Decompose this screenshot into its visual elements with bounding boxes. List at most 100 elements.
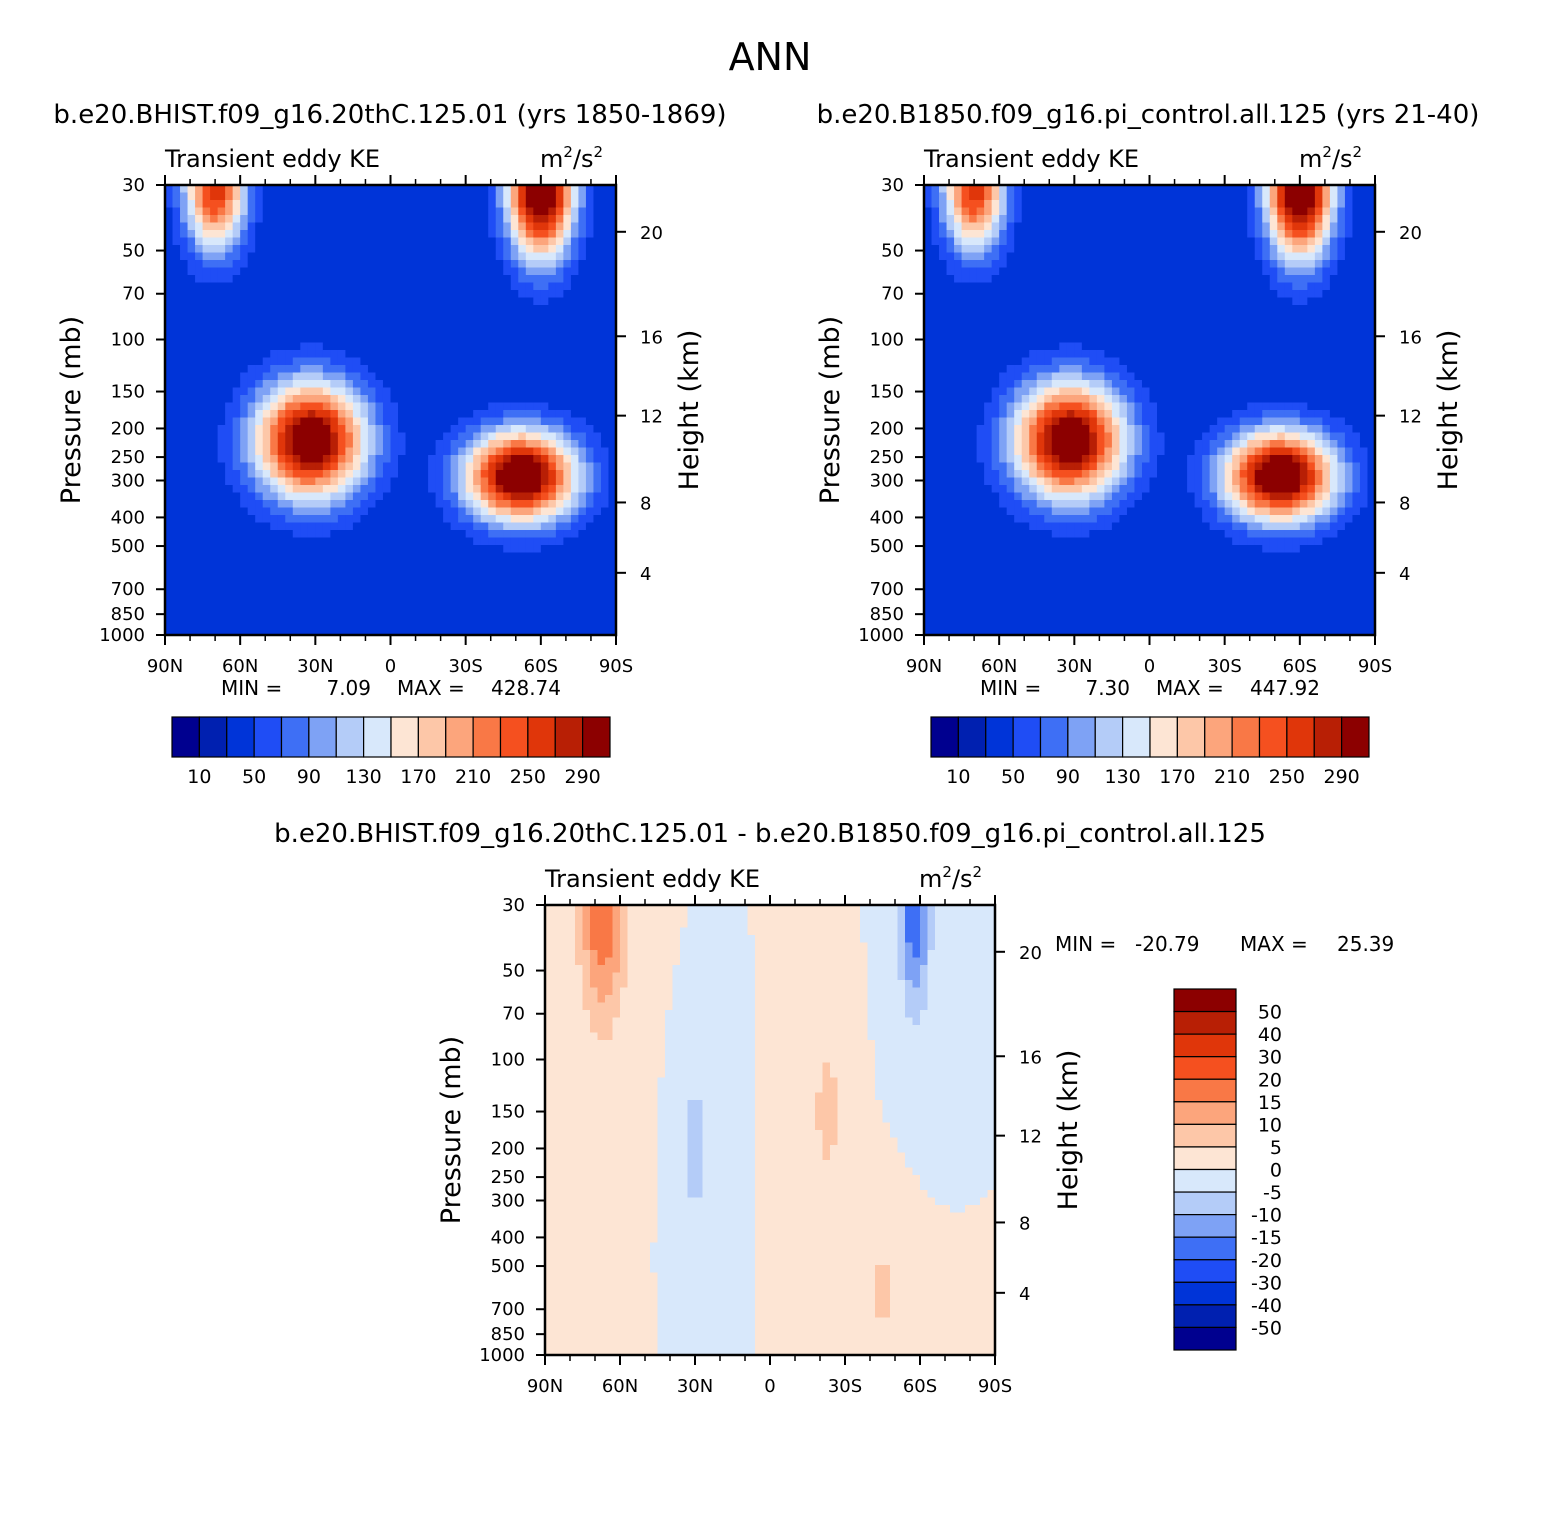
case1-field-cell: [225, 470, 234, 479]
case1-field-cell: [367, 432, 377, 441]
case2-field-cell: [954, 282, 963, 291]
case2-field-cell: [1104, 297, 1113, 306]
case1-field-cell: [488, 372, 497, 381]
case1-field-cell: [285, 455, 294, 464]
case1-field-cell: [262, 515, 271, 524]
case1-field-cell: [435, 252, 444, 261]
case2-field-cell: [1194, 252, 1203, 261]
case1-field-cell: [578, 245, 587, 254]
case2-field-cell: [1247, 297, 1256, 306]
case1-field-cell: [548, 192, 557, 201]
case1-field-cell: [495, 267, 504, 276]
case1-field-cell: [593, 507, 602, 516]
case2-field-cell: [1089, 207, 1098, 216]
case1-field-cell: [225, 567, 234, 576]
case1-field-cell: [465, 185, 474, 194]
case1-field-cell: [413, 395, 422, 404]
case1-field-cell: [525, 252, 534, 261]
case2-field-cell: [976, 245, 985, 254]
case1-field-cell: [480, 380, 489, 389]
case1-field-cell: [413, 515, 422, 524]
case1-field-cell: [382, 417, 392, 426]
case1-field-cell: [195, 485, 204, 494]
case1-field-cell: [413, 470, 422, 479]
case1-field-cell: [428, 237, 437, 246]
case1-field-cell: [217, 222, 226, 231]
case1-field-cell: [345, 387, 354, 396]
case1-field-cell: [585, 290, 595, 299]
case1-field-cell: [255, 470, 264, 479]
case2-field-cell: [1247, 230, 1256, 239]
case1-field-cell: [322, 282, 331, 291]
case1-field-cell: [285, 200, 294, 209]
case1-field-cell: [285, 605, 294, 614]
case1-field-cell: [548, 537, 557, 546]
case1-field-cell: [570, 320, 580, 329]
case1-field-cell: [360, 327, 369, 336]
case1-field-cell: [480, 462, 489, 471]
case2-field-cell: [946, 342, 955, 351]
case1-field-cell: [367, 410, 377, 419]
case1-field-cell: [548, 507, 557, 516]
case2-field-cell: [1322, 215, 1331, 224]
case1-field-cell: [585, 237, 595, 246]
case2-field-cell: [1232, 237, 1241, 246]
case1-field-cell: [420, 282, 429, 291]
case1-field-cell: [187, 275, 196, 284]
case1-field-cell: [405, 612, 414, 621]
case1-field-cell: [488, 537, 497, 546]
case1-field-cell: [563, 402, 572, 411]
case1-field-cell: [548, 357, 557, 366]
case2-field-cell: [1164, 215, 1173, 224]
case1-field-cell: [360, 530, 369, 539]
case1-field-cell: [390, 312, 399, 321]
case1-field-cell: [420, 305, 429, 314]
case2-field-cell: [1284, 327, 1293, 336]
case1-field-cell: [172, 200, 181, 209]
case2-field-cell: [1157, 282, 1166, 291]
case1-field-cell: [217, 500, 226, 509]
case2-field-cell: [1367, 312, 1376, 321]
case1-field-cell: [382, 335, 392, 344]
case1-field-cell: [165, 417, 174, 426]
case1-field-cell: [367, 597, 377, 606]
case1-field-cell: [360, 312, 369, 321]
case2-field-cell: [1284, 275, 1293, 284]
case1-field-cell: [322, 417, 331, 426]
case1-field-cell: [495, 372, 504, 381]
case1-field-cell: [315, 350, 324, 359]
case1-field-cell: [352, 320, 362, 329]
case1-field-cell: [345, 245, 354, 254]
case1-min-value: 7.09: [326, 676, 371, 700]
case1-field-cell: [322, 290, 331, 299]
case2-field-cell: [999, 185, 1008, 194]
case2-field-cell: [1209, 267, 1218, 276]
case2-field-cell: [1299, 297, 1308, 306]
case2-field-cell: [1021, 260, 1030, 269]
case2-field-cell: [1149, 245, 1158, 254]
case1-field-cell: [330, 267, 339, 276]
case1-field-cell: [247, 500, 256, 509]
case1-field-cell: [608, 567, 617, 576]
case1-field-cell: [172, 485, 181, 494]
case2-field-cell: [1209, 312, 1218, 321]
case2-field-cell: [991, 252, 1000, 261]
case1-field-cell: [548, 402, 557, 411]
case1-field-cell: [510, 470, 519, 479]
case2-field-cell: [976, 320, 985, 329]
case1-field-cell: [578, 372, 587, 381]
case2-field-cell: [1059, 237, 1068, 246]
case2-field-cell: [1164, 267, 1173, 276]
case1-field-cell: [270, 267, 279, 276]
case2-field-cell: [991, 245, 1000, 254]
case1-field-cell: [608, 597, 617, 606]
case2-field-cell: [1111, 192, 1121, 201]
case2-field-cell: [1126, 252, 1136, 261]
case1-field-cell: [255, 612, 264, 621]
case1-field-cell: [382, 305, 392, 314]
case2-field-cell: [984, 207, 993, 216]
case2-field-cell: [1277, 215, 1286, 224]
case1-field-cell: [195, 305, 204, 314]
case1-field-cell: [563, 365, 572, 374]
case2-field-cell: [1284, 282, 1293, 291]
